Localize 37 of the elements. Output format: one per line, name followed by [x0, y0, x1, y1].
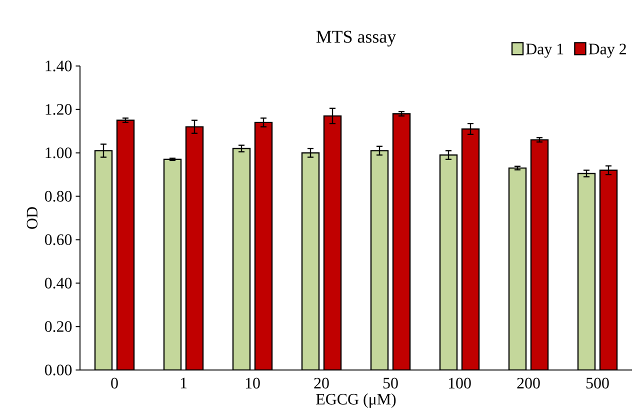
x-tick-label: 0: [111, 378, 118, 389]
x-tick-label: 10: [246, 378, 260, 389]
bar: [439, 154, 458, 370]
x-tick-label: 1: [180, 378, 187, 388]
y-axis-title: OD: [26, 207, 38, 229]
chart-title: MTS assay: [316, 30, 396, 47]
x-axis-title: EGCG (μM): [316, 393, 396, 408]
bar: [370, 150, 389, 370]
bar: [94, 150, 113, 370]
bar: [301, 152, 320, 370]
x-tick-label: 200: [517, 378, 540, 389]
bar: [461, 128, 480, 370]
legend-label: Day 1: [526, 44, 564, 58]
y-tick-label: 0.60: [44, 234, 72, 246]
bar: [163, 158, 182, 370]
y-tick-label: 0.20: [44, 321, 72, 332]
y-tick-label: 0.00: [44, 364, 72, 376]
bar: [577, 172, 596, 370]
legend-label: Day 2: [588, 44, 626, 58]
bar: [116, 120, 135, 370]
y-tick-label: 1.20: [46, 104, 72, 115]
y-tick-label: 0.80: [44, 190, 72, 202]
bar: [599, 170, 618, 370]
x-tick-label: 20: [314, 378, 329, 389]
y-tick-label: 1.40: [46, 60, 72, 72]
bar: [232, 148, 251, 370]
bar: [323, 115, 342, 370]
bar: [185, 126, 204, 370]
x-tick-label: 100: [448, 378, 471, 389]
y-tick-label: 0.40: [44, 278, 72, 289]
bar: [530, 139, 549, 370]
bar: [254, 122, 273, 370]
y-tick-label: 1.00: [46, 147, 72, 158]
bar: [392, 113, 411, 370]
x-tick-label: 50: [383, 378, 398, 389]
x-tick-label: 500: [586, 378, 609, 389]
bar: [508, 167, 527, 370]
